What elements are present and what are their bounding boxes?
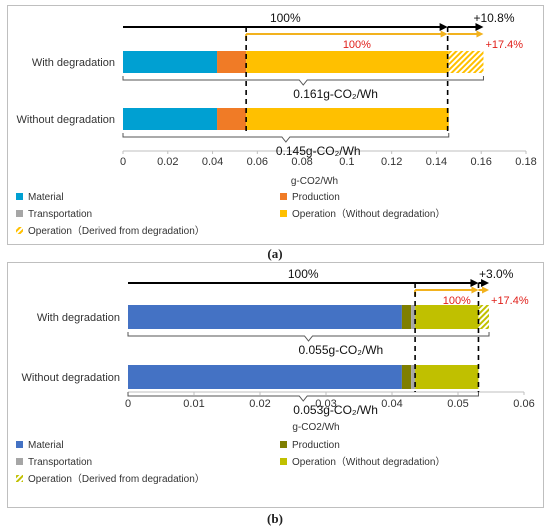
bar-segment <box>217 51 247 73</box>
x-tick-label: 0.08 <box>291 156 312 168</box>
bar-segment <box>411 365 416 389</box>
legend-swatch <box>280 193 287 200</box>
x-tick-label: 0 <box>120 156 126 168</box>
orange-arrow-label: 100% <box>443 295 471 307</box>
category-label: With degradation <box>37 312 120 324</box>
black-ext-label: +10.8% <box>473 11 514 25</box>
legend-label: Transportation <box>28 209 92 220</box>
bar-segment <box>123 51 218 73</box>
x-tick-label: 0.01 <box>183 398 204 410</box>
legend-label: Material <box>28 192 64 203</box>
legend-label: Operation（Derived from degradation） <box>28 225 205 237</box>
x-tick-label: 0.14 <box>426 156 447 168</box>
orange-ext-label: +17.4% <box>491 295 529 307</box>
legend-swatch <box>16 210 23 217</box>
legend-label: Transportation <box>28 457 92 468</box>
chart-panel-b: 0 0.01 0.02 0.03 0.04 0.05 0.06 g-CO2/Wh With de… <box>7 262 544 508</box>
total-label: 0.145g-CO₂/Wh <box>276 144 361 158</box>
orange-ext-arrow-head <box>476 30 484 38</box>
legend-swatch <box>280 210 287 217</box>
category-label: With degradation <box>32 57 115 69</box>
legend-swatch <box>16 458 23 465</box>
total-brace <box>127 332 490 342</box>
x-tick-label: 0.1 <box>339 156 354 168</box>
x-tick-label: 0.12 <box>381 156 402 168</box>
legend-swatch <box>16 193 23 200</box>
black-ext-arrow-head <box>475 23 484 31</box>
bar-segment <box>401 305 412 329</box>
bar-segment <box>415 365 479 389</box>
chart-panel-a: 0 0.02 0.04 0.06 0.08 0.1 0.12 0.14 0.16 0.18 g-CO… <box>7 5 544 245</box>
bar-segment <box>246 108 449 130</box>
bar-segment <box>128 305 402 329</box>
total-label: 0.053g-CO₂/Wh <box>293 403 378 417</box>
legend-label: Production <box>292 440 340 451</box>
chart-a-svg: 0 0.02 0.04 0.06 0.08 0.1 0.12 0.14 0.16 0.18 g-CO… <box>16 11 537 237</box>
x-tick-label: 0.02 <box>249 398 270 410</box>
black-arrow-head <box>439 23 448 31</box>
x-tick-label: 0.02 <box>157 156 178 168</box>
bar-segment <box>217 108 247 130</box>
total-brace <box>127 392 479 402</box>
bar-segment <box>401 365 412 389</box>
x-axis-label: g-CO2/Wh <box>292 422 339 433</box>
legend-swatch <box>280 458 287 465</box>
legend-label: Operation（Without degradation） <box>292 456 445 468</box>
bar-segment <box>448 51 484 73</box>
legend-swatch <box>16 227 23 234</box>
orange-ext-label: +17.4% <box>485 39 523 51</box>
total-label: 0.055g-CO₂/Wh <box>299 343 384 357</box>
black-ext-label: +3.0% <box>479 267 514 281</box>
total-brace <box>122 76 484 86</box>
black-arrow-label: 100% <box>270 11 301 25</box>
bar-segment <box>123 108 218 130</box>
orange-arrow-label: 100% <box>343 39 371 51</box>
x-tick-label: 0.06 <box>513 398 534 410</box>
legend-label: Operation（Derived from degradation） <box>28 473 205 485</box>
x-tick-label: 0.18 <box>515 156 536 168</box>
legend-swatch <box>280 441 287 448</box>
chart-b-svg: 0 0.01 0.02 0.03 0.04 0.05 0.06 g-CO2/Wh With de… <box>16 267 535 485</box>
category-label: Without degradation <box>22 372 120 384</box>
x-tick-label: 0.06 <box>247 156 268 168</box>
legend-label: Production <box>292 192 340 203</box>
x-tick-label: 0.04 <box>202 156 223 168</box>
x-tick-label: 0 <box>125 398 131 410</box>
orange-arrow-head <box>440 30 448 38</box>
total-brace <box>122 133 450 143</box>
bar-segment <box>478 305 490 329</box>
category-label: Without degradation <box>17 114 115 126</box>
black-arrow-head <box>470 279 479 287</box>
x-axis-label: g-CO2/Wh <box>291 176 338 187</box>
bar-segment <box>246 51 449 73</box>
orange-arrow-head <box>471 286 479 294</box>
black-arrow-label: 100% <box>288 267 319 281</box>
caption-b: (b) <box>267 511 283 526</box>
legend-swatch <box>16 441 23 448</box>
legend-swatch <box>16 475 23 482</box>
bar-segment <box>128 365 402 389</box>
legend-label: Operation（Without degradation） <box>292 208 445 220</box>
bar-segment <box>411 305 416 329</box>
total-label: 0.161g-CO₂/Wh <box>293 87 378 101</box>
legend-label: Material <box>28 440 64 451</box>
x-tick-label: 0.05 <box>447 398 468 410</box>
x-tick-label: 0.16 <box>471 156 492 168</box>
caption-a: (a) <box>267 246 283 261</box>
x-tick-label: 0.04 <box>381 398 402 410</box>
bar-segment <box>415 305 479 329</box>
x-tick-label: 0.03 <box>315 398 336 410</box>
black-ext-arrow-head <box>481 279 490 287</box>
orange-ext-arrow-head <box>482 286 490 294</box>
